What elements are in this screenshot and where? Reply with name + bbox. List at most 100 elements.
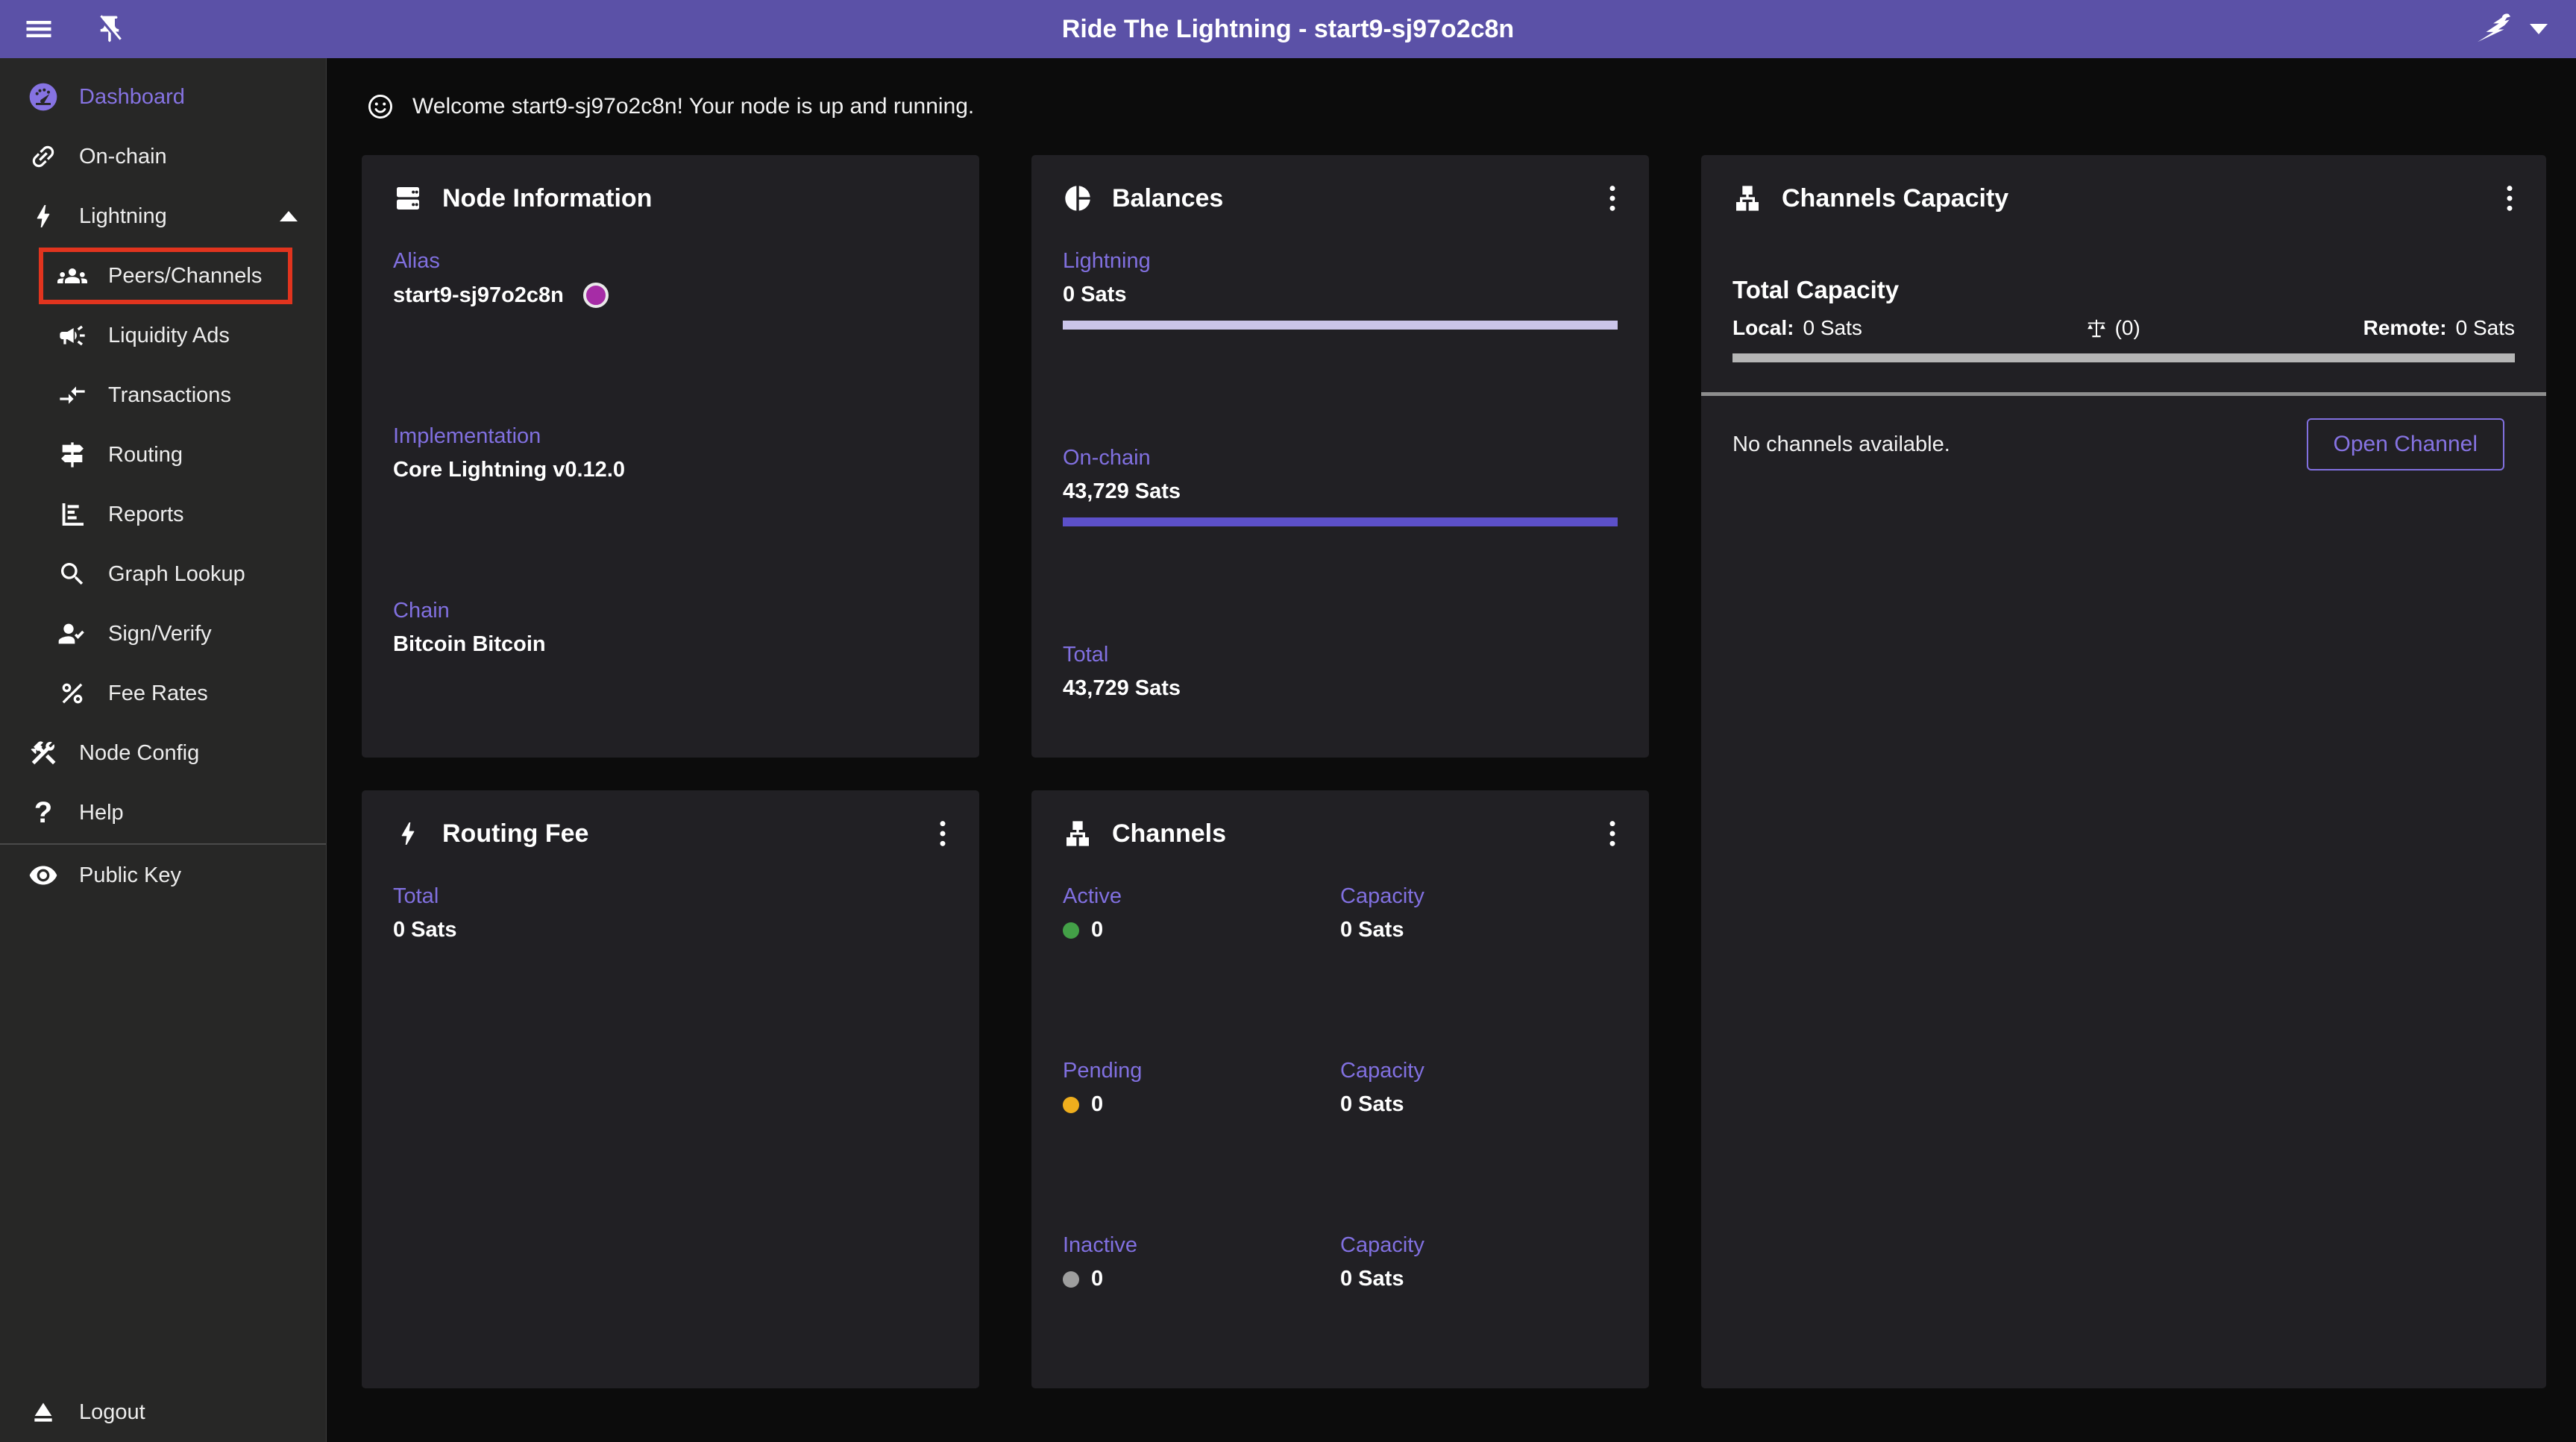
active-count: 0 <box>1091 918 1104 942</box>
network-hub-icon <box>1736 186 1759 211</box>
local-label: Local: <box>1732 316 1794 339</box>
sidebar-item-liquidity-ads[interactable]: Liquidity Ads <box>0 306 326 365</box>
routing-fee-menu-kebab-icon[interactable] <box>937 819 948 848</box>
chevron-down-icon[interactable] <box>2530 24 2548 34</box>
chevron-up-icon <box>280 211 298 221</box>
welcome-banner: Welcome start9-sj97o2c8n! Your node is u… <box>362 58 2546 155</box>
sidebar-item-label: Graph Lookup <box>108 561 245 586</box>
sidebar-item-dashboard[interactable]: Dashboard <box>0 67 326 127</box>
peers-groups-icon <box>56 261 89 291</box>
channels-capacity-menu-kebab-icon[interactable] <box>2504 183 2515 213</box>
sidebar-item-routing[interactable]: Routing <box>0 425 326 485</box>
sidebar-item-label: Logout <box>79 1400 145 1424</box>
chain-section: Chain Bitcoin Bitcoin <box>393 599 948 657</box>
card-title: Node Information <box>442 183 653 212</box>
chain-value: Bitcoin Bitcoin <box>393 632 546 656</box>
search-icon <box>56 559 89 589</box>
sidebar-item-label: Help <box>79 800 124 825</box>
sidebar-item-transactions[interactable]: Transactions <box>0 365 326 425</box>
hamburger-menu-icon[interactable] <box>22 13 55 45</box>
lightning-balance-bar <box>1063 321 1618 330</box>
lightning-balance-label: Lightning <box>1063 249 1151 273</box>
lightning-bolt-icon <box>401 822 415 845</box>
inactive-count: 0 <box>1091 1267 1104 1291</box>
sidebar-item-node-config[interactable]: Node Config <box>0 723 326 783</box>
account-menu-button[interactable] <box>2473 12 2516 46</box>
open-channel-button[interactable]: Open Channel <box>2306 418 2504 470</box>
no-channels-message: No channels available. <box>1732 432 1950 456</box>
sidebar-item-label: On-chain <box>79 144 167 169</box>
routing-fee-total-value: 0 Sats <box>393 918 457 942</box>
sidebar-item-label: Sign/Verify <box>108 621 212 646</box>
sidebar-item-on-chain[interactable]: On-chain <box>0 127 326 186</box>
sidebar-item-lightning[interactable]: Lightning <box>0 186 326 246</box>
card-title: Routing Fee <box>442 819 589 848</box>
inactive-status-dot <box>1063 1271 1079 1288</box>
remote-value: 0 Sats <box>2455 316 2515 339</box>
balanced-channels-count: (0) <box>2114 316 2140 339</box>
inactive-capacity-value: 0 Sats <box>1340 1267 1404 1291</box>
person-check-icon <box>56 619 89 649</box>
routing-fee-total-label: Total <box>393 884 439 908</box>
local-value: 0 Sats <box>1803 316 1862 339</box>
onchain-balance-bar <box>1063 517 1618 526</box>
routing-fee-card: Routing Fee Total 0 Sats <box>362 790 979 1388</box>
channels-menu-kebab-icon[interactable] <box>1607 819 1618 848</box>
implementation-label: Implementation <box>393 424 541 448</box>
eject-icon <box>27 1397 60 1427</box>
inactive-channels-row: Inactive 0 Capacity 0 Sats <box>1063 1233 1618 1291</box>
sidebar-item-peers-channels[interactable]: Peers/Channels <box>0 246 326 306</box>
node-information-card: Node Information Alias start9-sj97o2c8n … <box>362 155 979 758</box>
routing-fee-total-section: Total 0 Sats <box>393 884 948 942</box>
balances-menu-kebab-icon[interactable] <box>1607 183 1618 213</box>
active-channels-row: Active 0 Capacity 0 Sats <box>1063 884 1618 942</box>
balance-scale-icon <box>2087 319 2105 338</box>
remote-label: Remote: <box>2363 316 2447 339</box>
total-balance-value: 43,729 Sats <box>1063 676 1181 700</box>
sidebar-item-logout[interactable]: Logout <box>0 1382 326 1442</box>
sidebar-item-reports[interactable]: Reports <box>0 485 326 544</box>
capacity-label: Capacity <box>1340 884 1424 908</box>
node-color-dot <box>582 283 609 308</box>
alias-section: Alias start9-sj97o2c8n <box>393 249 948 308</box>
card-title: Balances <box>1112 183 1224 212</box>
capacity-label: Capacity <box>1340 1233 1424 1257</box>
capacity-label: Capacity <box>1340 1059 1424 1083</box>
pie-chart-icon <box>1065 186 1090 211</box>
sidebar-item-label: Fee Rates <box>108 681 208 705</box>
sidebar: Dashboard On-chain Lightning <box>0 58 327 1442</box>
pending-capacity-value: 0 Sats <box>1340 1092 1404 1116</box>
local-remote-row: Local: 0 Sats (0) Remote: 0 <box>1732 316 2515 340</box>
sidebar-item-public-key[interactable]: Public Key <box>0 846 326 905</box>
sidebar-item-label: Public Key <box>79 863 182 887</box>
balances-card: Balances Lightning 0 Sats On-chain 43,72… <box>1031 155 1649 758</box>
chain-label: Chain <box>393 599 450 623</box>
active-status-dot <box>1063 922 1079 939</box>
chain-link-icon <box>27 142 60 171</box>
compare-arrows-icon <box>56 380 89 410</box>
sidebar-item-sign-verify[interactable]: Sign/Verify <box>0 604 326 664</box>
percent-icon <box>56 679 89 708</box>
channels-capacity-card: Channels Capacity Total Capacity Local: … <box>1701 155 2546 1388</box>
sidebar-item-label: Transactions <box>108 382 231 407</box>
implementation-section: Implementation Core Lightning v0.12.0 <box>393 424 948 482</box>
card-title: Channels Capacity <box>1782 183 2009 212</box>
network-hub-icon <box>1066 821 1089 846</box>
smiley-icon <box>368 95 392 119</box>
sidebar-item-help[interactable]: ? Help <box>0 783 326 843</box>
alias-value: start9-sj97o2c8n <box>393 283 564 307</box>
onchain-balance-section: On-chain 43,729 Sats <box>1063 446 1618 526</box>
pin-off-icon[interactable] <box>94 13 125 45</box>
sidebar-item-graph-lookup[interactable]: Graph Lookup <box>0 544 326 604</box>
sidebar-item-fee-rates[interactable]: Fee Rates <box>0 664 326 723</box>
implementation-value: Core Lightning v0.12.0 <box>393 458 625 482</box>
dashboard-icon <box>27 82 60 112</box>
sidebar-item-label: Lightning <box>79 204 167 228</box>
question-mark-icon: ? <box>34 796 53 829</box>
tools-icon <box>27 738 60 768</box>
megaphone-icon <box>56 321 89 350</box>
sidebar-item-label: Reports <box>108 502 184 526</box>
welcome-message: Welcome start9-sj97o2c8n! Your node is u… <box>412 94 975 119</box>
pending-status-dot <box>1063 1096 1079 1113</box>
total-capacity-label: Total Capacity <box>1732 276 1900 303</box>
